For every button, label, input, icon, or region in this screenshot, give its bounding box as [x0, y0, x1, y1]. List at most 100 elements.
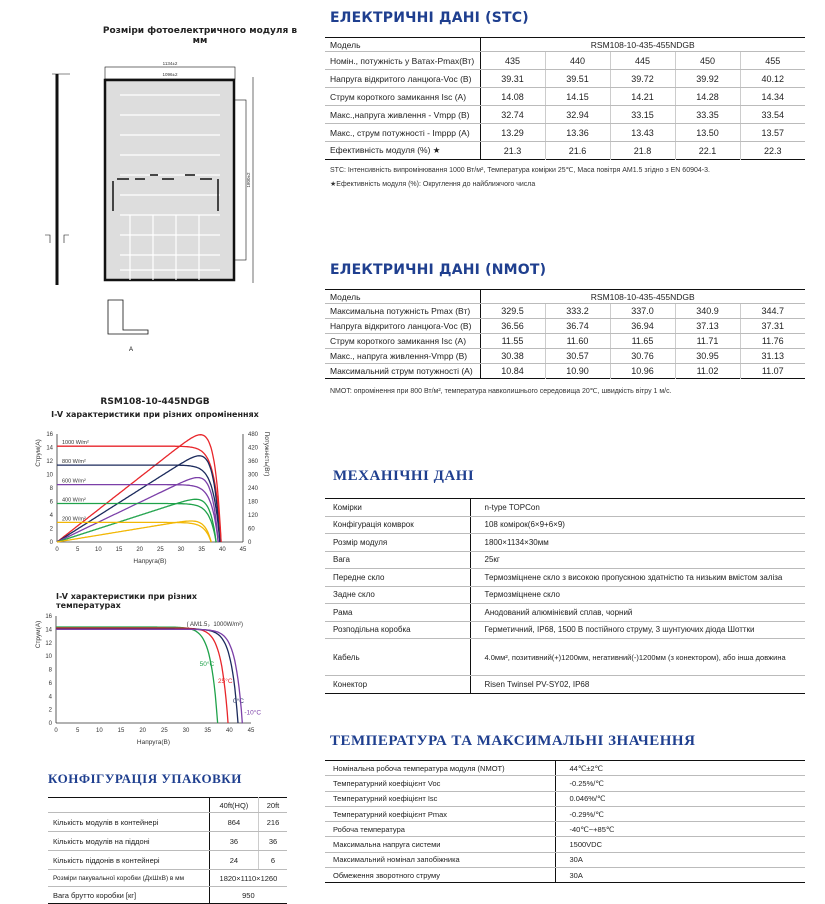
row-label: Температурний коефіцієнт Isc [325, 791, 556, 807]
row-value: 30.76 [610, 348, 676, 364]
power-curve-2 [56, 476, 219, 543]
nmot-note: NMOT: опромінення при 800 Вт/м², темпера… [330, 388, 672, 395]
table-row: Максимальний номінал запобіжника 30A [325, 852, 805, 869]
power-curve-1 [56, 455, 221, 543]
row-label: Розподільна коробка [325, 621, 471, 639]
x-tick-label: 45 [240, 547, 247, 553]
iv-curve-1 [56, 627, 229, 724]
y2-tick-label: 480 [248, 432, 259, 438]
row-value: 36.74 [545, 318, 611, 334]
table-row: Температурний коефіцієнт Voc -0.25%/℃ [325, 775, 805, 792]
row-value: Термозміцнене скло [470, 586, 805, 604]
packing-heading: КОНФІГУРАЦІЯ УПАКОВКИ [48, 771, 242, 786]
dim-width-inner: 1096±2 [163, 72, 178, 77]
table-row: Кількість модулів на піддоні 36 36 [48, 831, 287, 851]
y2-tick-label: 180 [248, 500, 259, 506]
row-value: Термозміцнене скло з високою пропускною … [470, 568, 805, 587]
row-label: Температурний коефіцієнт Pmax [325, 806, 556, 823]
table-row: Макс.,напруга живлення - Vmpp (В) 32.74 32… [325, 105, 805, 124]
row-label: Робоча температура [325, 821, 556, 838]
table-row: Передне скло Термозміцнене скло з високою… [325, 568, 805, 587]
y-tick-label: 10 [46, 473, 53, 479]
y-tick-label: 12 [46, 459, 53, 465]
table-row: Конектор Risen Twinsel PV-SY02, IP68 [325, 675, 805, 693]
x-tick-label: 40 [219, 547, 226, 553]
x-tick-label: 15 [118, 728, 125, 734]
table-row: Температурний коефіцієнт Pmax -0.29%/℃ [325, 806, 805, 823]
row-value: 455 [740, 51, 805, 70]
row-label: Комірки [325, 498, 471, 517]
y2-axis-label: Потужність(Вт) [263, 432, 271, 477]
row-value: 13.36 [545, 123, 611, 142]
table-row: Рама Анодований алюмінієвий сплав, чорний [325, 603, 805, 622]
y-tick-label: 6 [49, 681, 53, 687]
table-row: Вага брутто коробки [кг] 950 [48, 886, 287, 904]
row-value: 445 [610, 51, 676, 70]
row-value: 0.046%/℃ [555, 791, 805, 807]
table-row: Розподільна коробка Герметичний, IP68, 15… [325, 621, 805, 639]
dim-width-outer: 1134±2 [163, 61, 178, 66]
temp-table: Номінальна робоча температура модуля (NM… [325, 760, 805, 884]
conditions-annotation: ( AM1.5，1000W/m²) [187, 622, 243, 628]
row-value: 33.15 [610, 105, 676, 124]
row-value: 337.0 [610, 303, 676, 319]
y-tick-label: 4 [49, 694, 53, 700]
row-value: Герметичний, IP68, 1500 В постійного стр… [470, 621, 805, 639]
row-value: 30A [555, 852, 805, 869]
table-row: Напруга відкритого ланцюга-Voc (В) 36.56 3… [325, 318, 805, 334]
row-value: 32.74 [480, 105, 546, 124]
x-tick-label: 35 [204, 728, 211, 734]
row-label: Кабель [325, 638, 471, 676]
row-value: 450 [675, 51, 741, 70]
row-label: Максимальна напруга системи [325, 836, 556, 853]
row-value: 36.94 [610, 318, 676, 334]
row-value: 10.90 [545, 363, 611, 379]
power-curve-3 [56, 498, 217, 543]
table-row: Вага 25кг [325, 551, 805, 569]
model-value: RSM108-10-435-455NDGB [480, 37, 805, 52]
row-value: 14.34 [740, 87, 805, 106]
row-value: 11.55 [480, 333, 546, 349]
temp-heading: ТЕМПЕРАТУРА ТА МАКСИМАЛЬНІ ЗНАЧЕННЯ [330, 733, 696, 749]
row-value: 11.76 [740, 333, 805, 349]
table-row: Обмеження зворотного струму 30A [325, 867, 805, 883]
x-tick-label: 10 [95, 547, 102, 553]
packing-table: 40ft(HQ) 20ft Кількість модулів в контейн… [48, 797, 287, 904]
row-label: Номін., потужність у Ватах-Pmax(Вт) [325, 51, 481, 70]
row-value: 21.6 [545, 141, 611, 160]
row-value: 36.56 [480, 318, 546, 334]
row-value: 25кг [470, 551, 805, 569]
row-value: Risen Twinsel PV-SY02, IP68 [484, 679, 590, 689]
dim-height: 1800±2 [246, 172, 251, 187]
y-axis-label: Струм(А) [35, 439, 42, 467]
x-axis-label: Напруга(В) [133, 558, 166, 565]
section-label: A [129, 347, 133, 353]
row-label: Макс., напруга живлення-Vmpp (В) [325, 348, 481, 364]
row-value: 14.21 [610, 87, 676, 106]
table-row: Максимальна потужність Pmax (Вт) 329.5 333… [325, 303, 805, 319]
row-label: Вага [325, 551, 471, 569]
row-label: Номінальна робоча температура модуля (NM… [325, 760, 556, 777]
packing-col-40ft: 40ft(HQ) [209, 797, 260, 813]
stc-note: STC: Інтенсивність випромінювання 1000 В… [330, 167, 710, 174]
row-value: -0.29%/℃ [555, 806, 805, 823]
row-value: 14.28 [675, 87, 741, 106]
row-label: Максимальний номінал запобіжника [325, 852, 556, 869]
y2-tick-label: 120 [248, 513, 259, 519]
row-label: Задне скло [325, 586, 471, 604]
row-value: 344.7 [740, 303, 805, 319]
x-axis-label: Напруга(В) [137, 739, 170, 746]
iv-irradiance-chart: 0 5 10 15 20 25 30 35 40 450246810121416Напруга(В… [35, 432, 271, 565]
table-row: Конфігурація комврок 108 комірок(6×9+6×9) [325, 516, 805, 534]
model-value: RSM108-10-435-455NDGB [480, 289, 805, 304]
row-value: 39.51 [545, 69, 611, 88]
y2-tick-label: 300 [248, 473, 259, 479]
row-value: 37.31 [740, 318, 805, 334]
packing-col-empty [48, 797, 210, 813]
table-row: Температурний коефіцієнт Isc 0.046%/℃ [325, 791, 805, 807]
table-row: Кабель 4.0мм², позитивний(+)1200мм, негат… [325, 638, 805, 676]
x-tick-label: 35 [198, 547, 205, 553]
table-row: Номінальна робоча температура модуля (NM… [325, 760, 805, 777]
y-tick-label: 16 [46, 432, 53, 438]
chart1-title: RSM108-10-445NDGB [100, 397, 210, 407]
